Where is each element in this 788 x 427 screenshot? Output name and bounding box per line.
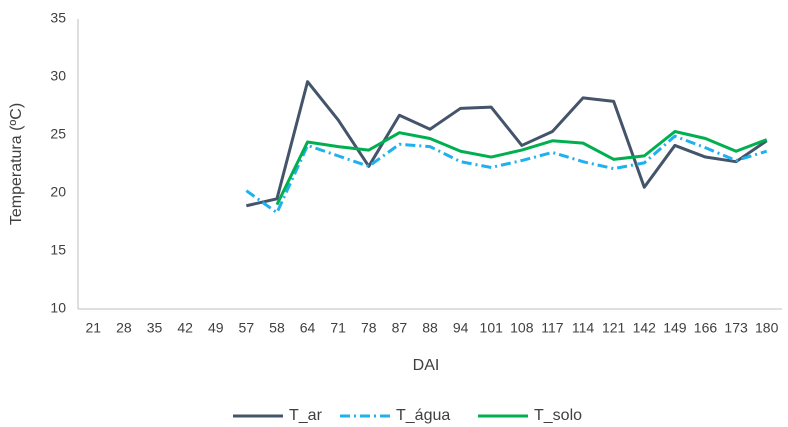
legend-label: T_água <box>396 407 450 424</box>
y-tick-label: 15 <box>50 242 66 258</box>
x-tick-label: 173 <box>724 320 748 336</box>
x-tick-label: 117 <box>541 320 564 336</box>
legend-label: T_solo <box>534 407 582 424</box>
x-axis-label: DAI <box>413 357 440 374</box>
y-tick-label: 10 <box>50 300 66 316</box>
x-tick-label: 64 <box>300 320 316 336</box>
x-tick-label: 78 <box>361 320 377 336</box>
series-line <box>275 130 768 206</box>
x-tick-label: 58 <box>269 320 285 336</box>
y-tick-label: 35 <box>50 10 66 26</box>
x-tick-label: 149 <box>663 320 687 336</box>
x-tick-label: 71 <box>330 320 346 336</box>
x-tick-label: 28 <box>116 320 132 336</box>
y-tick-label: 25 <box>50 126 66 142</box>
x-tick-label: 94 <box>453 320 469 336</box>
x-tick-label: 101 <box>480 320 504 336</box>
x-tick-label: 49 <box>208 320 224 336</box>
x-tick-label: 166 <box>694 320 718 336</box>
x-tick-label: 35 <box>147 320 163 336</box>
x-tick-label: 114 <box>572 320 595 336</box>
x-tick-label: 108 <box>510 320 534 336</box>
x-tick-label: 87 <box>392 320 408 336</box>
x-tick-label: 88 <box>422 320 438 336</box>
series-line <box>246 80 768 208</box>
series-line <box>245 134 768 215</box>
y-axis-label: Temperatura (ºC) <box>8 103 25 225</box>
x-tick-label: 142 <box>633 320 657 336</box>
x-tick-label: 21 <box>86 320 102 336</box>
y-tick-label: 20 <box>50 184 66 200</box>
y-tick-label: 30 <box>50 68 66 84</box>
x-tick-label: 180 <box>755 320 779 336</box>
x-tick-label: 42 <box>177 320 193 336</box>
x-tick-label: 57 <box>239 320 255 336</box>
legend-label: T_ar <box>289 407 323 424</box>
x-tick-label: 121 <box>602 320 626 336</box>
